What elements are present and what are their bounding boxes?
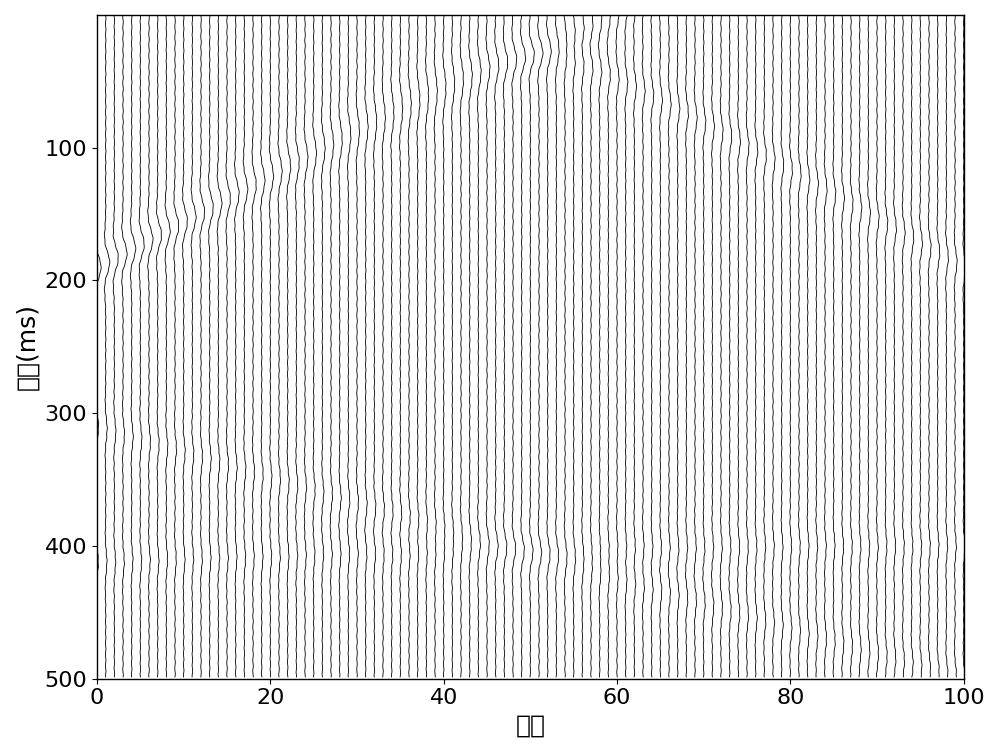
X-axis label: 道数: 道数 (515, 714, 545, 738)
Y-axis label: 时间(ms): 时间(ms) (15, 303, 39, 390)
